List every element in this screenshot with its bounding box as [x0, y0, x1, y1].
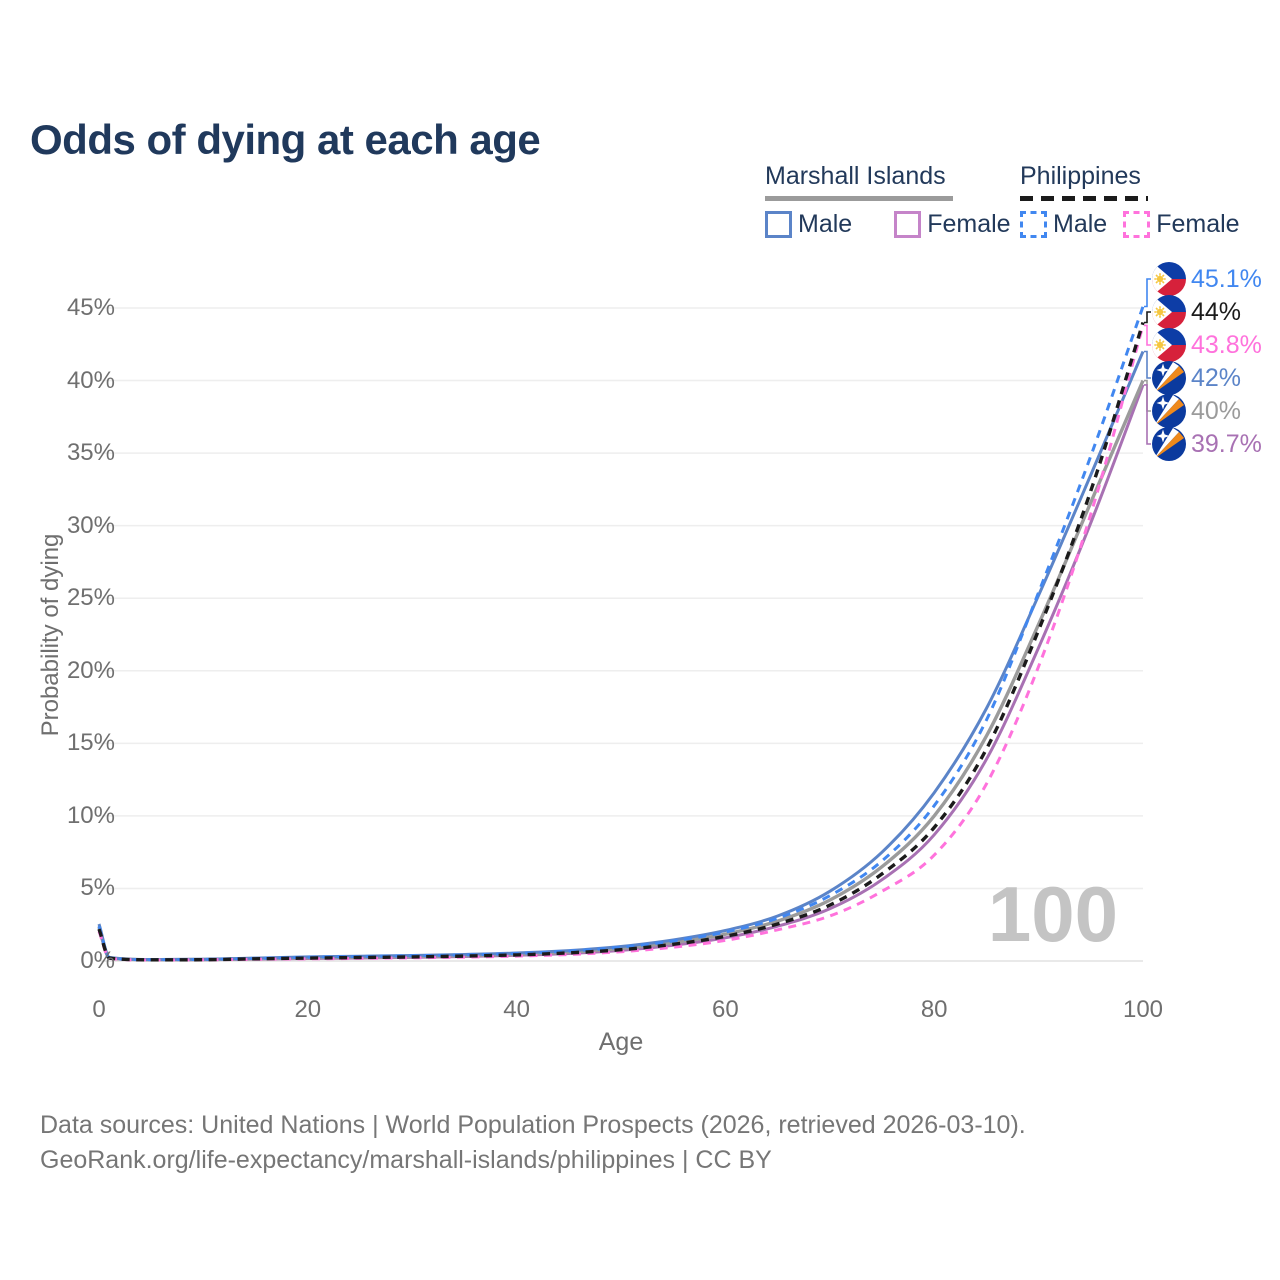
page-title: Odds of dying at each age — [30, 116, 541, 164]
y-tick-label: 30% — [66, 511, 115, 539]
end-label-leader-line — [1144, 324, 1151, 346]
legend-group-marshall-islands: Marshall Islands Male Female — [765, 162, 1011, 239]
series-line-philippines-male — [97, 306, 1145, 962]
y-tick-label: 45% — [66, 294, 115, 321]
y-tick-label: 35% — [66, 439, 115, 467]
series-line-marshall-islands-male — [97, 350, 1145, 961]
legend-item-philippines-male[interactable]: Male — [1020, 210, 1107, 239]
end-label-marshall-islands-female: 39.7% — [1152, 427, 1262, 461]
series-line-philippines-all — [97, 321, 1145, 962]
legend-item-label: Male — [1053, 210, 1108, 238]
end-value-label: 39.7% — [1191, 429, 1262, 458]
legend-swatch-box — [1123, 211, 1151, 238]
legend-swatch-box — [765, 211, 792, 238]
legend-swatch-box — [894, 211, 922, 238]
series-line-philippines-female — [97, 325, 1145, 962]
footer-data-sources: Data sources: United Nations | World Pop… — [40, 1111, 1026, 1139]
legend-items-philippines: Male Female — [1020, 210, 1240, 239]
x-tick-label: 40 — [503, 996, 530, 1023]
flag-wrap — [1152, 394, 1186, 428]
marshall-islands-flag-icon — [1152, 361, 1186, 395]
flag-wrap — [1152, 427, 1186, 461]
end-label-leader-line — [1144, 278, 1151, 308]
philippines-flag-icon — [1152, 328, 1186, 362]
end-label-marshall-islands-all: 40% — [1152, 394, 1241, 428]
flag-wrap — [1152, 361, 1186, 395]
end-label-leader-line — [1144, 384, 1151, 445]
x-tick-label: 20 — [294, 996, 322, 1023]
marshall-islands-flag-icon — [1152, 394, 1186, 428]
legend-swatch-box — [1020, 211, 1047, 238]
y-axis-title: Probability of dying — [37, 533, 64, 737]
x-tick-label: 100 — [1122, 996, 1164, 1023]
philippines-line-swatch — [1020, 196, 1148, 201]
end-label-leader-line — [1144, 350, 1151, 379]
age-watermark: 100 — [988, 870, 1118, 958]
legend-item-label: Female — [1156, 210, 1240, 238]
end-value-label: 40% — [1191, 396, 1242, 425]
end-label-philippines-male: 45.1% — [1152, 262, 1262, 296]
end-value-label: 45.1% — [1191, 264, 1262, 293]
flag-wrap — [1152, 328, 1186, 362]
end-label-marshall-islands-male: 42% — [1152, 361, 1241, 395]
legend-group-philippines: Philippines Male Female — [1020, 162, 1240, 239]
x-tick-label: 80 — [920, 996, 948, 1023]
legend-item-label: Female — [927, 210, 1011, 238]
footer-attribution: GeoRank.org/life-expectancy/marshall-isl… — [40, 1146, 772, 1174]
philippines-flag-icon — [1152, 295, 1186, 329]
y-tick-label: 10% — [66, 801, 115, 829]
flag-wrap — [1152, 262, 1186, 296]
end-value-label: 44% — [1191, 297, 1242, 326]
end-label-philippines-female: 43.8% — [1152, 328, 1262, 362]
y-tick-label: 5% — [80, 874, 115, 902]
legend-items-marshall-islands: Male Female — [765, 210, 1011, 239]
x-axis-title: Age — [598, 1028, 644, 1056]
x-tick-label: 60 — [712, 996, 739, 1023]
end-label-philippines-all: 44% — [1152, 295, 1241, 329]
legend-country-philippines: Philippines — [1020, 162, 1141, 190]
legend-item-philippines-female[interactable]: Female — [1123, 210, 1240, 239]
end-label-leader-line — [1144, 311, 1151, 324]
y-tick-label: 25% — [66, 584, 115, 612]
y-tick-label: 15% — [66, 729, 115, 757]
legend-item-label: Male — [798, 210, 853, 238]
series-line-marshall-islands-female — [97, 384, 1145, 962]
marshall-islands-flag-icon — [1152, 427, 1186, 461]
end-value-label: 43.8% — [1191, 330, 1262, 359]
end-value-label: 42% — [1191, 363, 1242, 392]
x-tick-label: 0 — [92, 996, 106, 1023]
legend-item-marshall-islands-female[interactable]: Female — [894, 210, 1011, 239]
philippines-flag-icon — [1152, 262, 1186, 296]
legend-country-marshall-islands: Marshall Islands — [765, 162, 946, 190]
y-tick-label: 0% — [80, 947, 115, 974]
flag-wrap — [1152, 295, 1186, 329]
marshall-islands-line-swatch — [765, 196, 953, 201]
y-tick-label: 40% — [66, 366, 115, 394]
footer: Data sources: United Nations | World Pop… — [40, 1108, 1026, 1178]
legend-item-marshall-islands-male[interactable]: Male — [765, 210, 852, 239]
y-tick-label: 20% — [66, 656, 115, 684]
